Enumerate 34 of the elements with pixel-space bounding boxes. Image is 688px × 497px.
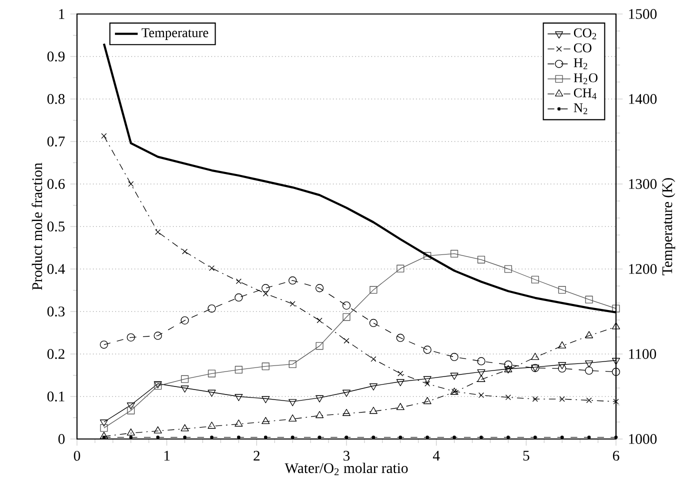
x-tick-label: 0 [74, 450, 80, 461]
y-tick-label: 0.9 [47, 52, 65, 62]
x-tick-label: 3 [344, 450, 350, 461]
x-tick-label: 1 [164, 450, 170, 461]
legend-label: H$_{2}$O [574, 73, 598, 84]
y2-tick-label: 1100 [629, 349, 656, 359]
legend-label: CH$_{4}$ [574, 88, 596, 100]
y-tick-label: 0.3 [47, 306, 65, 316]
y-tick-label: 0.7 [47, 136, 65, 146]
x-tick-label: 4 [432, 450, 440, 460]
legend-label: CO$_{2}$ [574, 28, 596, 40]
x-tick-label: 5 [523, 450, 530, 461]
y-axis-title: Product mole fraction [32, 162, 42, 290]
legend-label: Temperature [142, 28, 208, 40]
y-tick-label: 0.5 [47, 222, 65, 232]
y-tick-label: 1 [59, 9, 64, 19]
legend-label: CO [574, 43, 592, 52]
y-tick-label: 0.6 [47, 179, 65, 189]
y2-tick-label: 1000 [629, 434, 657, 444]
y-tick-label: 0.4 [47, 264, 65, 274]
x-axis-title: Water/O$_{2}$ molar ratio [284, 462, 408, 476]
y2-axis-title: Temperature (K) [662, 178, 676, 276]
y-tick-label: 0 [58, 434, 65, 444]
y-tick-label: 0.1 [47, 392, 64, 402]
y2-tick-label: 1200 [629, 264, 657, 274]
x-tick-label: 2 [254, 450, 260, 461]
y2-tick-label: 1300 [629, 179, 657, 189]
legend-label: H$_{2}$ [574, 58, 588, 70]
legend-label: N$_{2}$ [574, 103, 588, 114]
y-tick-label: 0.2 [47, 349, 64, 359]
x-tick-label: 6 [612, 450, 620, 461]
y-tick-label: 0.8 [47, 94, 65, 104]
y2-tick-label: 1400 [629, 94, 657, 104]
y2-tick-label: 1500 [629, 9, 657, 19]
